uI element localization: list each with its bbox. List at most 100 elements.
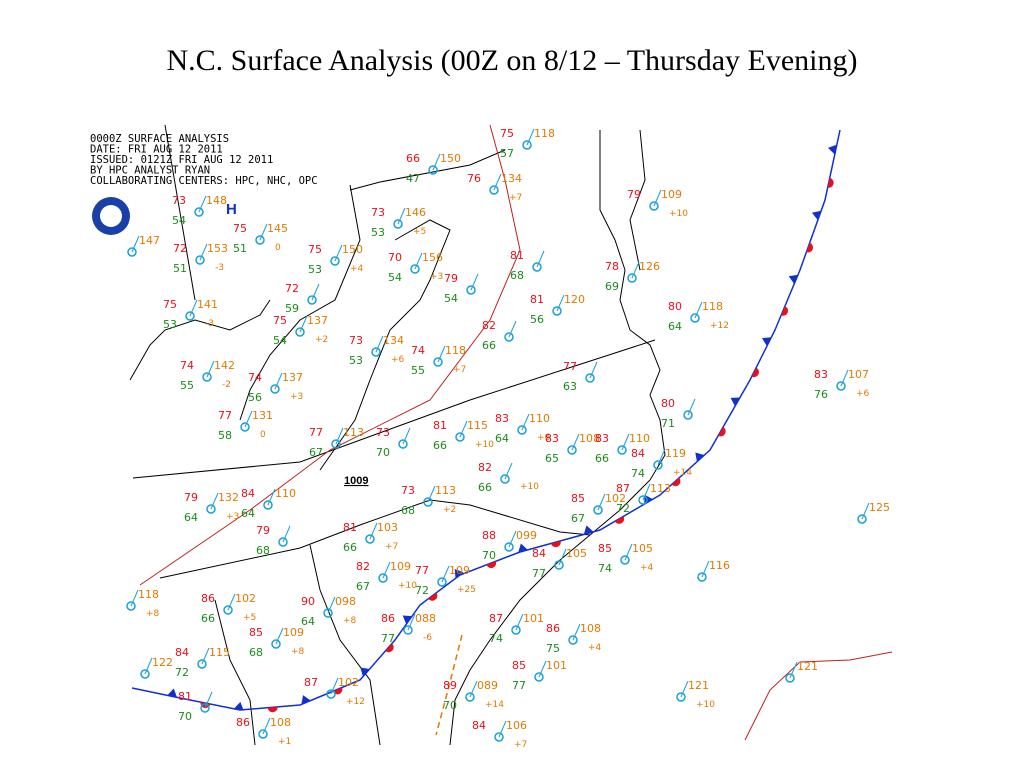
temperature: 82: [482, 319, 496, 332]
pressure: 110: [629, 432, 650, 445]
trough: [744, 651, 893, 741]
borders: [129, 124, 666, 746]
station-marker: [271, 639, 281, 649]
station-marker: [202, 372, 212, 382]
dewpoint: 72: [175, 666, 189, 679]
pressure: 107: [848, 368, 869, 381]
temperature: 77: [309, 426, 323, 439]
station-marker: [240, 422, 250, 432]
wind-barb: [493, 173, 502, 191]
border: [239, 184, 361, 421]
station-marker: [511, 625, 521, 635]
pressure-tendency: +7: [453, 365, 466, 375]
station-marker: [567, 445, 577, 455]
pressure-tendency: +1: [278, 737, 291, 747]
wind-barb: [571, 433, 580, 451]
wind-barb: [589, 361, 598, 379]
stations: 73 54 148 72 51 153 -3 75 51 145 0 75 53 141 -3 74 55 142…: [126, 127, 890, 750]
dewpoint: 77: [512, 679, 526, 692]
dewpoint: 54: [444, 292, 458, 305]
wind-barb: [437, 345, 446, 363]
pressure: 113: [343, 426, 364, 439]
pressure-tendency: -3: [215, 263, 224, 273]
wind-barb: [861, 502, 870, 520]
dewpoint: 53: [163, 318, 177, 331]
station-marker: [500, 474, 510, 484]
pressure-tendency: +7: [514, 740, 527, 750]
warm-front-semicircle: [267, 706, 278, 713]
dewpoint: 70: [178, 710, 192, 723]
dewpoint: 54: [273, 334, 287, 347]
pressure: 142: [214, 359, 235, 372]
pressure: 118: [702, 300, 723, 313]
temperature: 74: [248, 371, 262, 384]
temperature: 70: [388, 251, 402, 264]
dewpoint: 59: [285, 302, 299, 315]
pressure-tendency: -6: [423, 633, 432, 643]
station-marker: [403, 625, 413, 635]
wind-barb: [441, 565, 450, 583]
temperature: 78: [605, 260, 619, 273]
border: [132, 339, 656, 479]
station-marker: [522, 140, 532, 150]
wind-barb: [470, 273, 479, 291]
wind-barb: [556, 294, 565, 312]
pressure: 101: [523, 612, 544, 625]
dewpoint: 53: [349, 354, 363, 367]
wind-barb: [267, 488, 276, 506]
warm-front-semicircle: [718, 427, 726, 437]
wind-barb: [282, 525, 291, 543]
cold-front-triangle: [730, 397, 740, 407]
pressure: 109: [283, 626, 304, 639]
station-marker: [263, 500, 273, 510]
dewpoint: 77: [532, 567, 546, 580]
pressure: 105: [566, 547, 587, 560]
dewpoint: 74: [598, 562, 612, 575]
pressure-tendency: +10: [475, 440, 494, 450]
pressure: 119: [665, 447, 686, 460]
temperature: 86: [201, 592, 215, 605]
wind-barb: [701, 560, 710, 578]
pressure: 153: [207, 242, 228, 255]
pressure-tendency: +10: [669, 209, 688, 219]
temperature: 79: [444, 272, 458, 285]
pressure-tendency: +5: [413, 227, 426, 237]
noaa-logo-inner: [100, 205, 122, 227]
dewpoint: 58: [218, 429, 232, 442]
wind-barb: [375, 335, 384, 353]
temperature: 82: [356, 560, 370, 573]
pressure-tendency: +8: [343, 616, 357, 626]
station-marker: [127, 247, 137, 257]
temperature: 79: [256, 524, 270, 537]
dewpoint: 64: [301, 615, 315, 628]
temperature: 84: [472, 719, 486, 732]
pressure: 156: [422, 251, 443, 264]
temperature: 72: [285, 282, 299, 295]
warm-front-semicircle: [200, 702, 211, 709]
border: [309, 544, 381, 746]
dewpoint: 68: [249, 646, 263, 659]
temperature: 66: [406, 152, 420, 165]
dewpoint: 66: [433, 439, 447, 452]
border: [214, 599, 256, 746]
dewpoint: 68: [401, 504, 415, 517]
temperature: 85: [571, 492, 585, 505]
temperature: 83: [495, 412, 509, 425]
dewpoint: 67: [309, 446, 323, 459]
pressure: 113: [435, 484, 456, 497]
temperature: 73: [401, 484, 415, 497]
pressure: 098: [335, 595, 356, 608]
warm-front-semicircle: [385, 643, 394, 653]
temperature: 84: [175, 646, 189, 659]
dewpoint: 67: [571, 512, 585, 525]
station-marker: [410, 264, 420, 274]
temperature: 76: [467, 172, 481, 185]
pressure: 115: [209, 646, 230, 659]
dewpoint: 64: [241, 507, 255, 520]
temperature: 84: [241, 487, 255, 500]
trough: [139, 124, 521, 586]
dewpoint: 53: [371, 226, 385, 239]
station-marker: [126, 601, 136, 611]
pressure-tendency: +25: [457, 585, 476, 595]
pressure-tendency: +2: [443, 505, 456, 515]
